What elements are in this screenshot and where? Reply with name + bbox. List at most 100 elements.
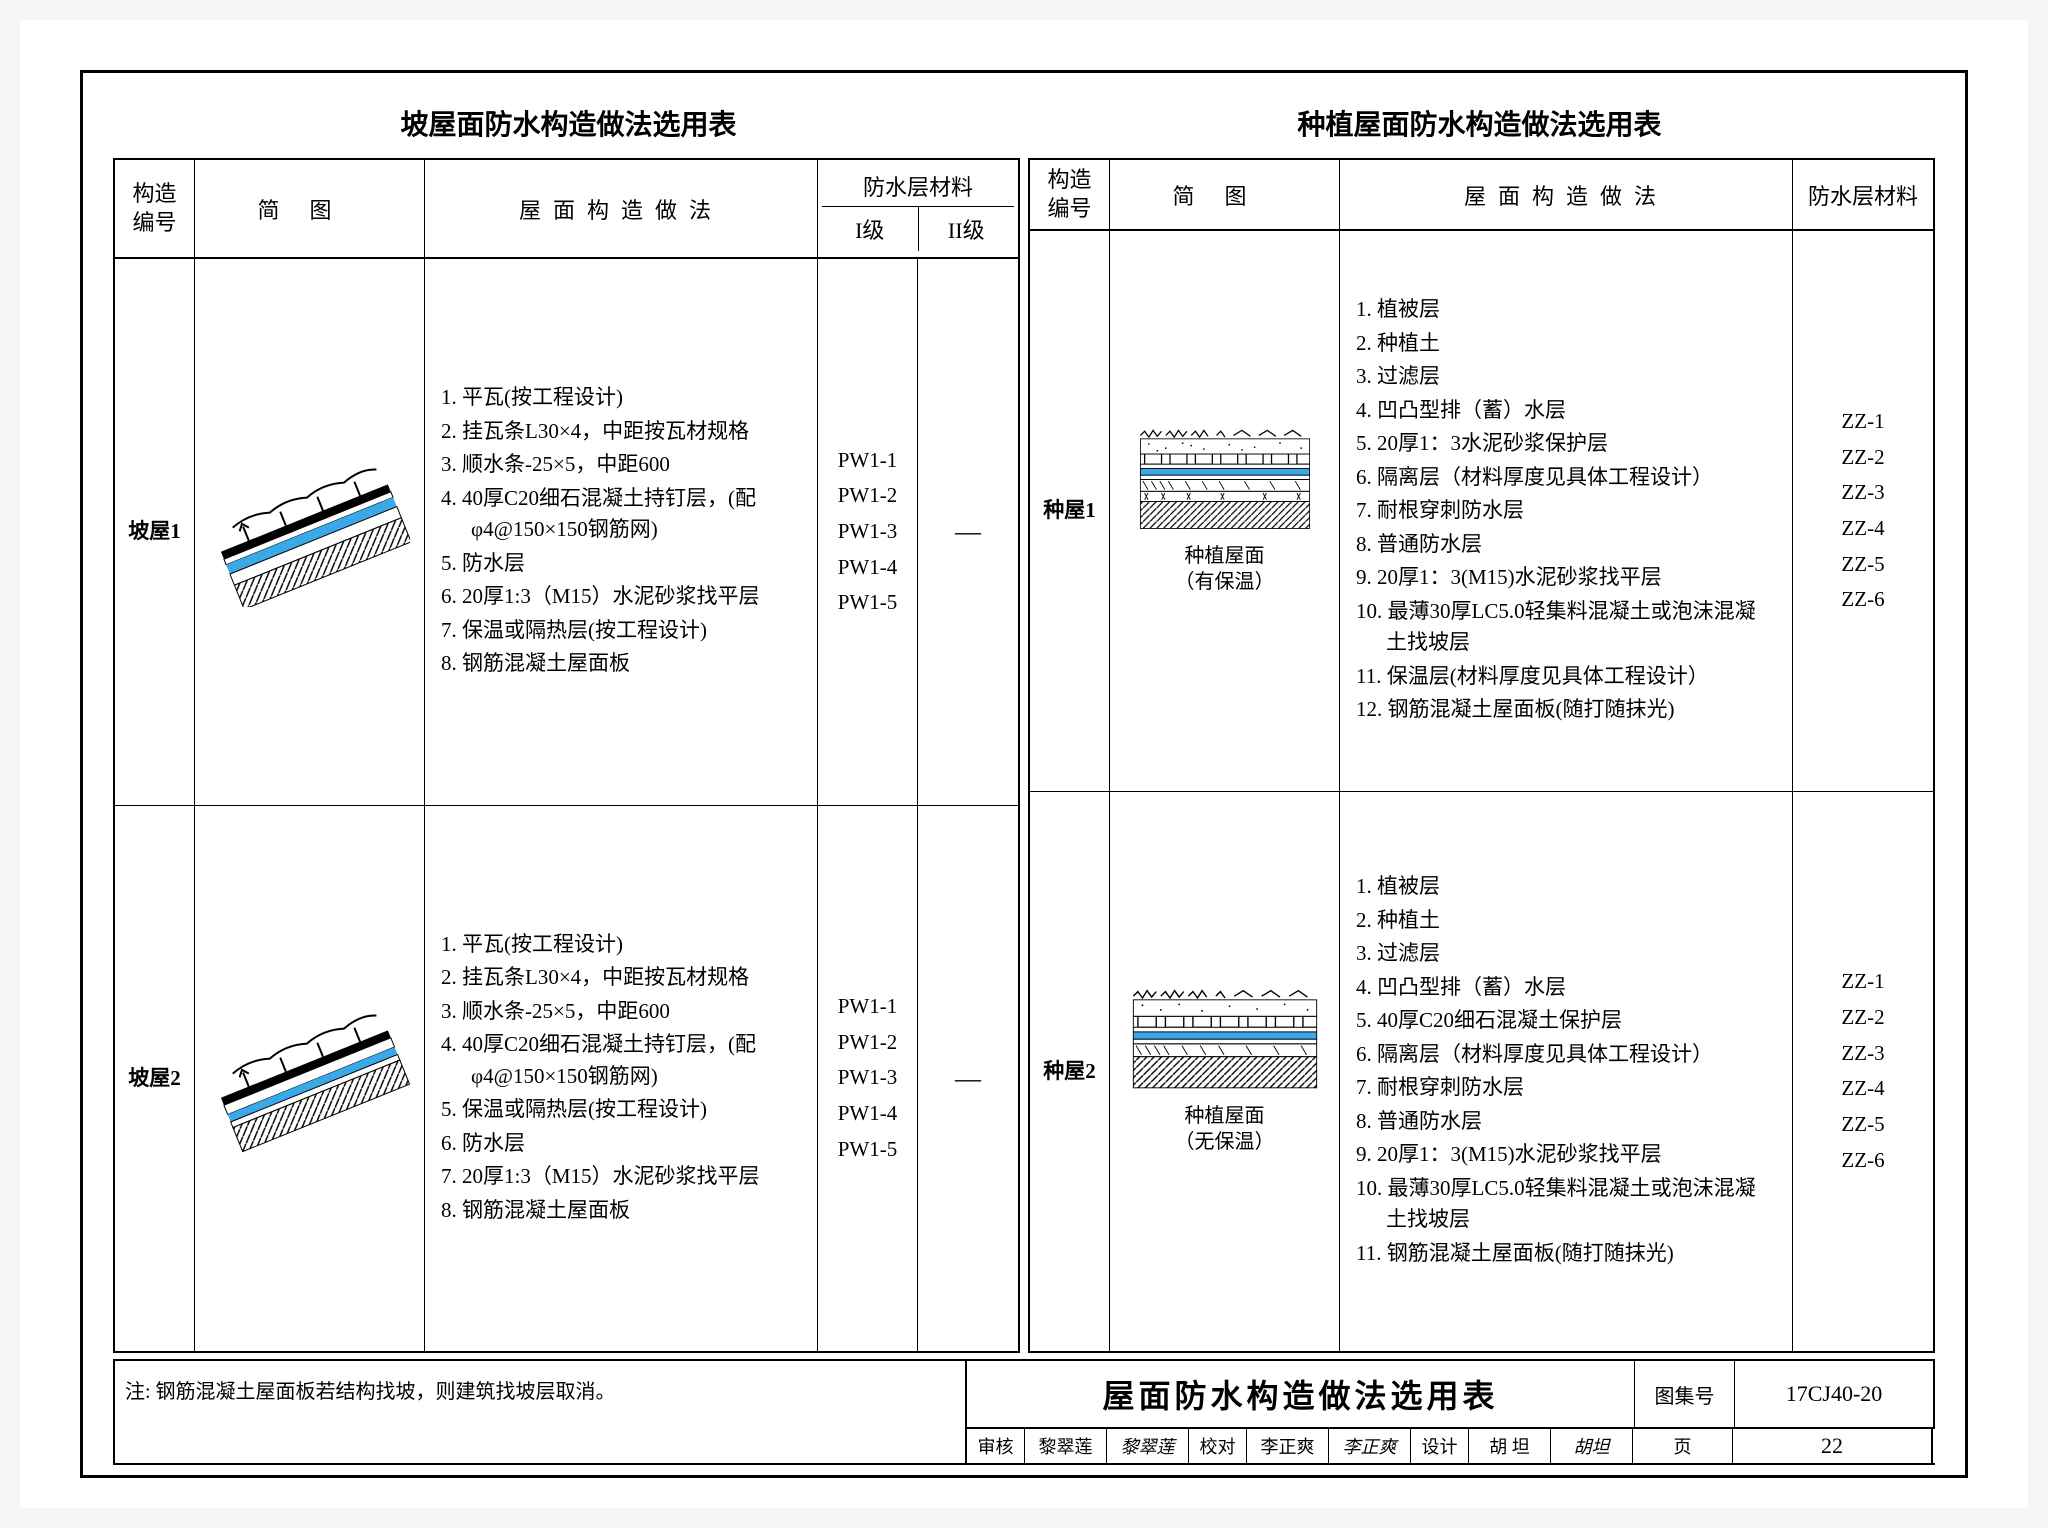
list-item: 4. 凹凸型排（蓄）水层 — [1356, 972, 1776, 1004]
r-col-diagram-header: 简图 — [1110, 160, 1340, 229]
r2-cap-l1: 种植屋面 — [1185, 1105, 1265, 1127]
footer: 注: 钢筋混凝土屋面板若结构找坡，则建筑找坡层取消。 屋面防水构造做法选用表 图… — [113, 1359, 1935, 1465]
title-right: 种植屋面防水构造做法选用表 — [1024, 103, 1935, 143]
list-item: 8. 普通防水层 — [1356, 1106, 1776, 1138]
list-item: 4. 40厚C20细石混凝土持钉层，(配φ4@150×150钢筋网) — [441, 1029, 801, 1092]
footer-title-row: 屋面防水构造做法选用表 图集号 17CJ40-20 — [965, 1359, 1935, 1429]
left-row1-id: 坡屋1 — [115, 259, 195, 805]
col-diagram-header: 简图 — [195, 160, 425, 257]
left-table: 构造 编号 简图 屋面构造做法 防水层材料 I级 II级 坡屋1 — [113, 158, 1020, 1353]
list-item: 8. 钢筋混凝土屋面板 — [441, 1195, 801, 1227]
left-row2-id: 坡屋2 — [115, 806, 195, 1352]
col-id-header: 构造 编号 — [115, 160, 195, 257]
left-row1-diagram — [195, 259, 425, 805]
list-item: 3. 过滤层 — [1356, 361, 1776, 393]
list-item: 11. 保温层(材料厚度见具体工程设计） — [1356, 661, 1776, 693]
list-item: 6. 防水层 — [441, 1128, 801, 1160]
list-item: 11. 钢筋混凝土屋面板(随打随抹光) — [1356, 1238, 1776, 1270]
left-row2-method: 1. 平瓦(按工程设计)2. 挂瓦条L30×4，中距按瓦材规格3. 顺水条-25… — [425, 806, 818, 1352]
list-item: 7. 耐根穿刺防水层 — [1356, 1072, 1776, 1104]
list-item: 8. 钢筋混凝土屋面板 — [441, 648, 801, 680]
left-row2-mat2: — — [918, 806, 1018, 1352]
left-header: 构造 编号 简图 屋面构造做法 防水层材料 I级 II级 — [115, 160, 1018, 259]
right-row2-method: 1. 植被层2. 种植土3. 过滤层4. 凹凸型排（蓄）水层5. 40厚C20细… — [1340, 792, 1793, 1351]
list-item: 3. 顺水条-25×5，中距600 — [441, 449, 801, 481]
titles-row: 坡屋面防水构造做法选用表 种植屋面防水构造做法选用表 — [113, 103, 1935, 143]
right-row-2: 种屋2 — [1030, 792, 1933, 1351]
list-item: 9. 20厚1：3(M15)水泥砂浆找平层 — [1356, 562, 1776, 594]
footer-main-title: 屋面防水构造做法选用表 — [967, 1361, 1635, 1427]
r-col-material-header: 防水层材料 — [1793, 160, 1933, 229]
left-row-1: 坡屋1 — [115, 259, 1018, 806]
planted-roof-diagram-2 — [1120, 987, 1330, 1097]
left-row-2: 坡屋2 — [115, 806, 1018, 1352]
right-row2-id: 种屋2 — [1030, 792, 1110, 1351]
outer-frame: 坡屋面防水构造做法选用表 种植屋面防水构造做法选用表 构造 编号 简图 屋面构造… — [80, 70, 1968, 1478]
r1-cap-l2: （有保温） — [1175, 571, 1275, 593]
slope-roof-diagram-2 — [210, 1003, 410, 1153]
atlas-label: 图集号 — [1635, 1361, 1735, 1427]
col-id-l2: 编号 — [132, 209, 176, 238]
list-item: 7. 20厚1:3（M15）水泥砂浆找平层 — [441, 1161, 801, 1193]
atlas-num: 17CJ40-20 — [1735, 1361, 1935, 1427]
list-item: 1. 植被层 — [1356, 871, 1776, 903]
left-row1-method: 1. 平瓦(按工程设计)2. 挂瓦条L30×4，中距按瓦材规格3. 顺水条-25… — [425, 259, 818, 805]
list-item: 1. 平瓦(按工程设计) — [441, 929, 801, 961]
r-col-id-l1: 构造 — [1047, 166, 1091, 195]
list-item: 10. 最薄30厚LC5.0轻集料混凝土或泡沫混凝土找坡层 — [1356, 596, 1776, 659]
right-row2-mat: ZZ-1 ZZ-2 ZZ-3 ZZ-4 ZZ-5 ZZ-6 — [1793, 792, 1933, 1351]
list-item: 3. 过滤层 — [1356, 938, 1776, 970]
audit-sig: 黎翠莲 — [1107, 1429, 1189, 1463]
right-row1-diagram: 种植屋面 （有保温） — [1110, 231, 1340, 790]
design-sig: 胡坦 — [1551, 1429, 1633, 1463]
check-sig: 李正爽 — [1329, 1429, 1411, 1463]
design-name: 胡 坦 — [1469, 1429, 1551, 1463]
r-col-id-header: 构造 编号 — [1030, 160, 1110, 229]
list-item: 10. 最薄30厚LC5.0轻集料混凝土或泡沫混凝土找坡层 — [1356, 1173, 1776, 1236]
design-label: 设计 — [1411, 1429, 1469, 1463]
list-item: 1. 植被层 — [1356, 294, 1776, 326]
list-item: 9. 20厚1：3(M15)水泥砂浆找平层 — [1356, 1139, 1776, 1171]
page-num: 22 — [1733, 1429, 1933, 1463]
r-col-id-l2: 编号 — [1047, 195, 1091, 224]
audit-name: 黎翠莲 — [1025, 1429, 1107, 1463]
list-item: 7. 保温或隔热层(按工程设计) — [441, 615, 801, 647]
list-item: 3. 顺水条-25×5，中距600 — [441, 996, 801, 1028]
page-label: 页 — [1633, 1429, 1733, 1463]
list-item: 12. 钢筋混凝土屋面板(随打随抹光) — [1356, 694, 1776, 726]
drawing-page: 坡屋面防水构造做法选用表 种植屋面防水构造做法选用表 构造 编号 简图 屋面构造… — [20, 20, 2028, 1508]
right-row1-caption: 种植屋面 （有保温） — [1175, 543, 1275, 595]
right-row2-diagram: 种植屋面 （无保温） — [1110, 792, 1340, 1351]
right-row2-list: 1. 植被层2. 种植土3. 过滤层4. 凹凸型排（蓄）水层5. 40厚C20细… — [1356, 871, 1776, 1271]
list-item: 4. 凹凸型排（蓄）水层 — [1356, 395, 1776, 427]
r1-cap-l1: 种植屋面 — [1185, 545, 1265, 567]
right-row2-caption: 种植屋面 （无保温） — [1175, 1103, 1275, 1155]
footer-right: 屋面防水构造做法选用表 图集号 17CJ40-20 审核 黎翠莲 黎翠莲 校对 … — [965, 1359, 1935, 1465]
left-row2-list: 1. 平瓦(按工程设计)2. 挂瓦条L30×4，中距按瓦材规格3. 顺水条-25… — [441, 929, 801, 1229]
left-row1-mat1: PW1-1 PW1-2 PW1-3 PW1-4 PW1-5 — [818, 259, 918, 805]
list-item: 5. 保温或隔热层(按工程设计) — [441, 1094, 801, 1126]
list-item: 5. 40厚C20细石混凝土保护层 — [1356, 1005, 1776, 1037]
left-row1-list: 1. 平瓦(按工程设计)2. 挂瓦条L30×4，中距按瓦材规格3. 顺水条-25… — [441, 382, 801, 682]
list-item: 7. 耐根穿刺防水层 — [1356, 495, 1776, 527]
footer-sign-row: 审核 黎翠莲 黎翠莲 校对 李正爽 李正爽 设计 胡 坦 胡坦 页 22 — [965, 1429, 1935, 1465]
audit-label: 审核 — [967, 1429, 1025, 1463]
planted-roof-diagram-1 — [1120, 427, 1330, 537]
footer-note: 注: 钢筋混凝土屋面板若结构找坡，则建筑找坡层取消。 — [113, 1359, 965, 1465]
check-label: 校对 — [1189, 1429, 1247, 1463]
left-row2-mat1: PW1-1 PW1-2 PW1-3 PW1-4 PW1-5 — [818, 806, 918, 1352]
list-item: 6. 20厚1:3（M15）水泥砂浆找平层 — [441, 581, 801, 613]
list-item: 2. 种植土 — [1356, 905, 1776, 937]
col-material-header: 防水层材料 I级 II级 — [818, 160, 1018, 257]
material-hdr: 防水层材料 — [822, 166, 1014, 207]
list-item: 5. 防水层 — [441, 548, 801, 580]
right-row1-method: 1. 植被层2. 种植土3. 过滤层4. 凹凸型排（蓄）水层5. 20厚1：3水… — [1340, 231, 1793, 790]
right-row1-id: 种屋1 — [1030, 231, 1110, 790]
right-row1-list: 1. 植被层2. 种植土3. 过滤层4. 凹凸型排（蓄）水层5. 20厚1：3水… — [1356, 294, 1776, 728]
right-row-1: 种屋1 — [1030, 231, 1933, 791]
list-item: 6. 隔离层（材料厚度见具体工程设计） — [1356, 462, 1776, 494]
title-left: 坡屋面防水构造做法选用表 — [113, 103, 1024, 143]
list-item: 4. 40厚C20细石混凝土持钉层，(配φ4@150×150钢筋网) — [441, 483, 801, 546]
right-row1-mat: ZZ-1 ZZ-2 ZZ-3 ZZ-4 ZZ-5 ZZ-6 — [1793, 231, 1933, 790]
list-item: 5. 20厚1：3水泥砂浆保护层 — [1356, 428, 1776, 460]
